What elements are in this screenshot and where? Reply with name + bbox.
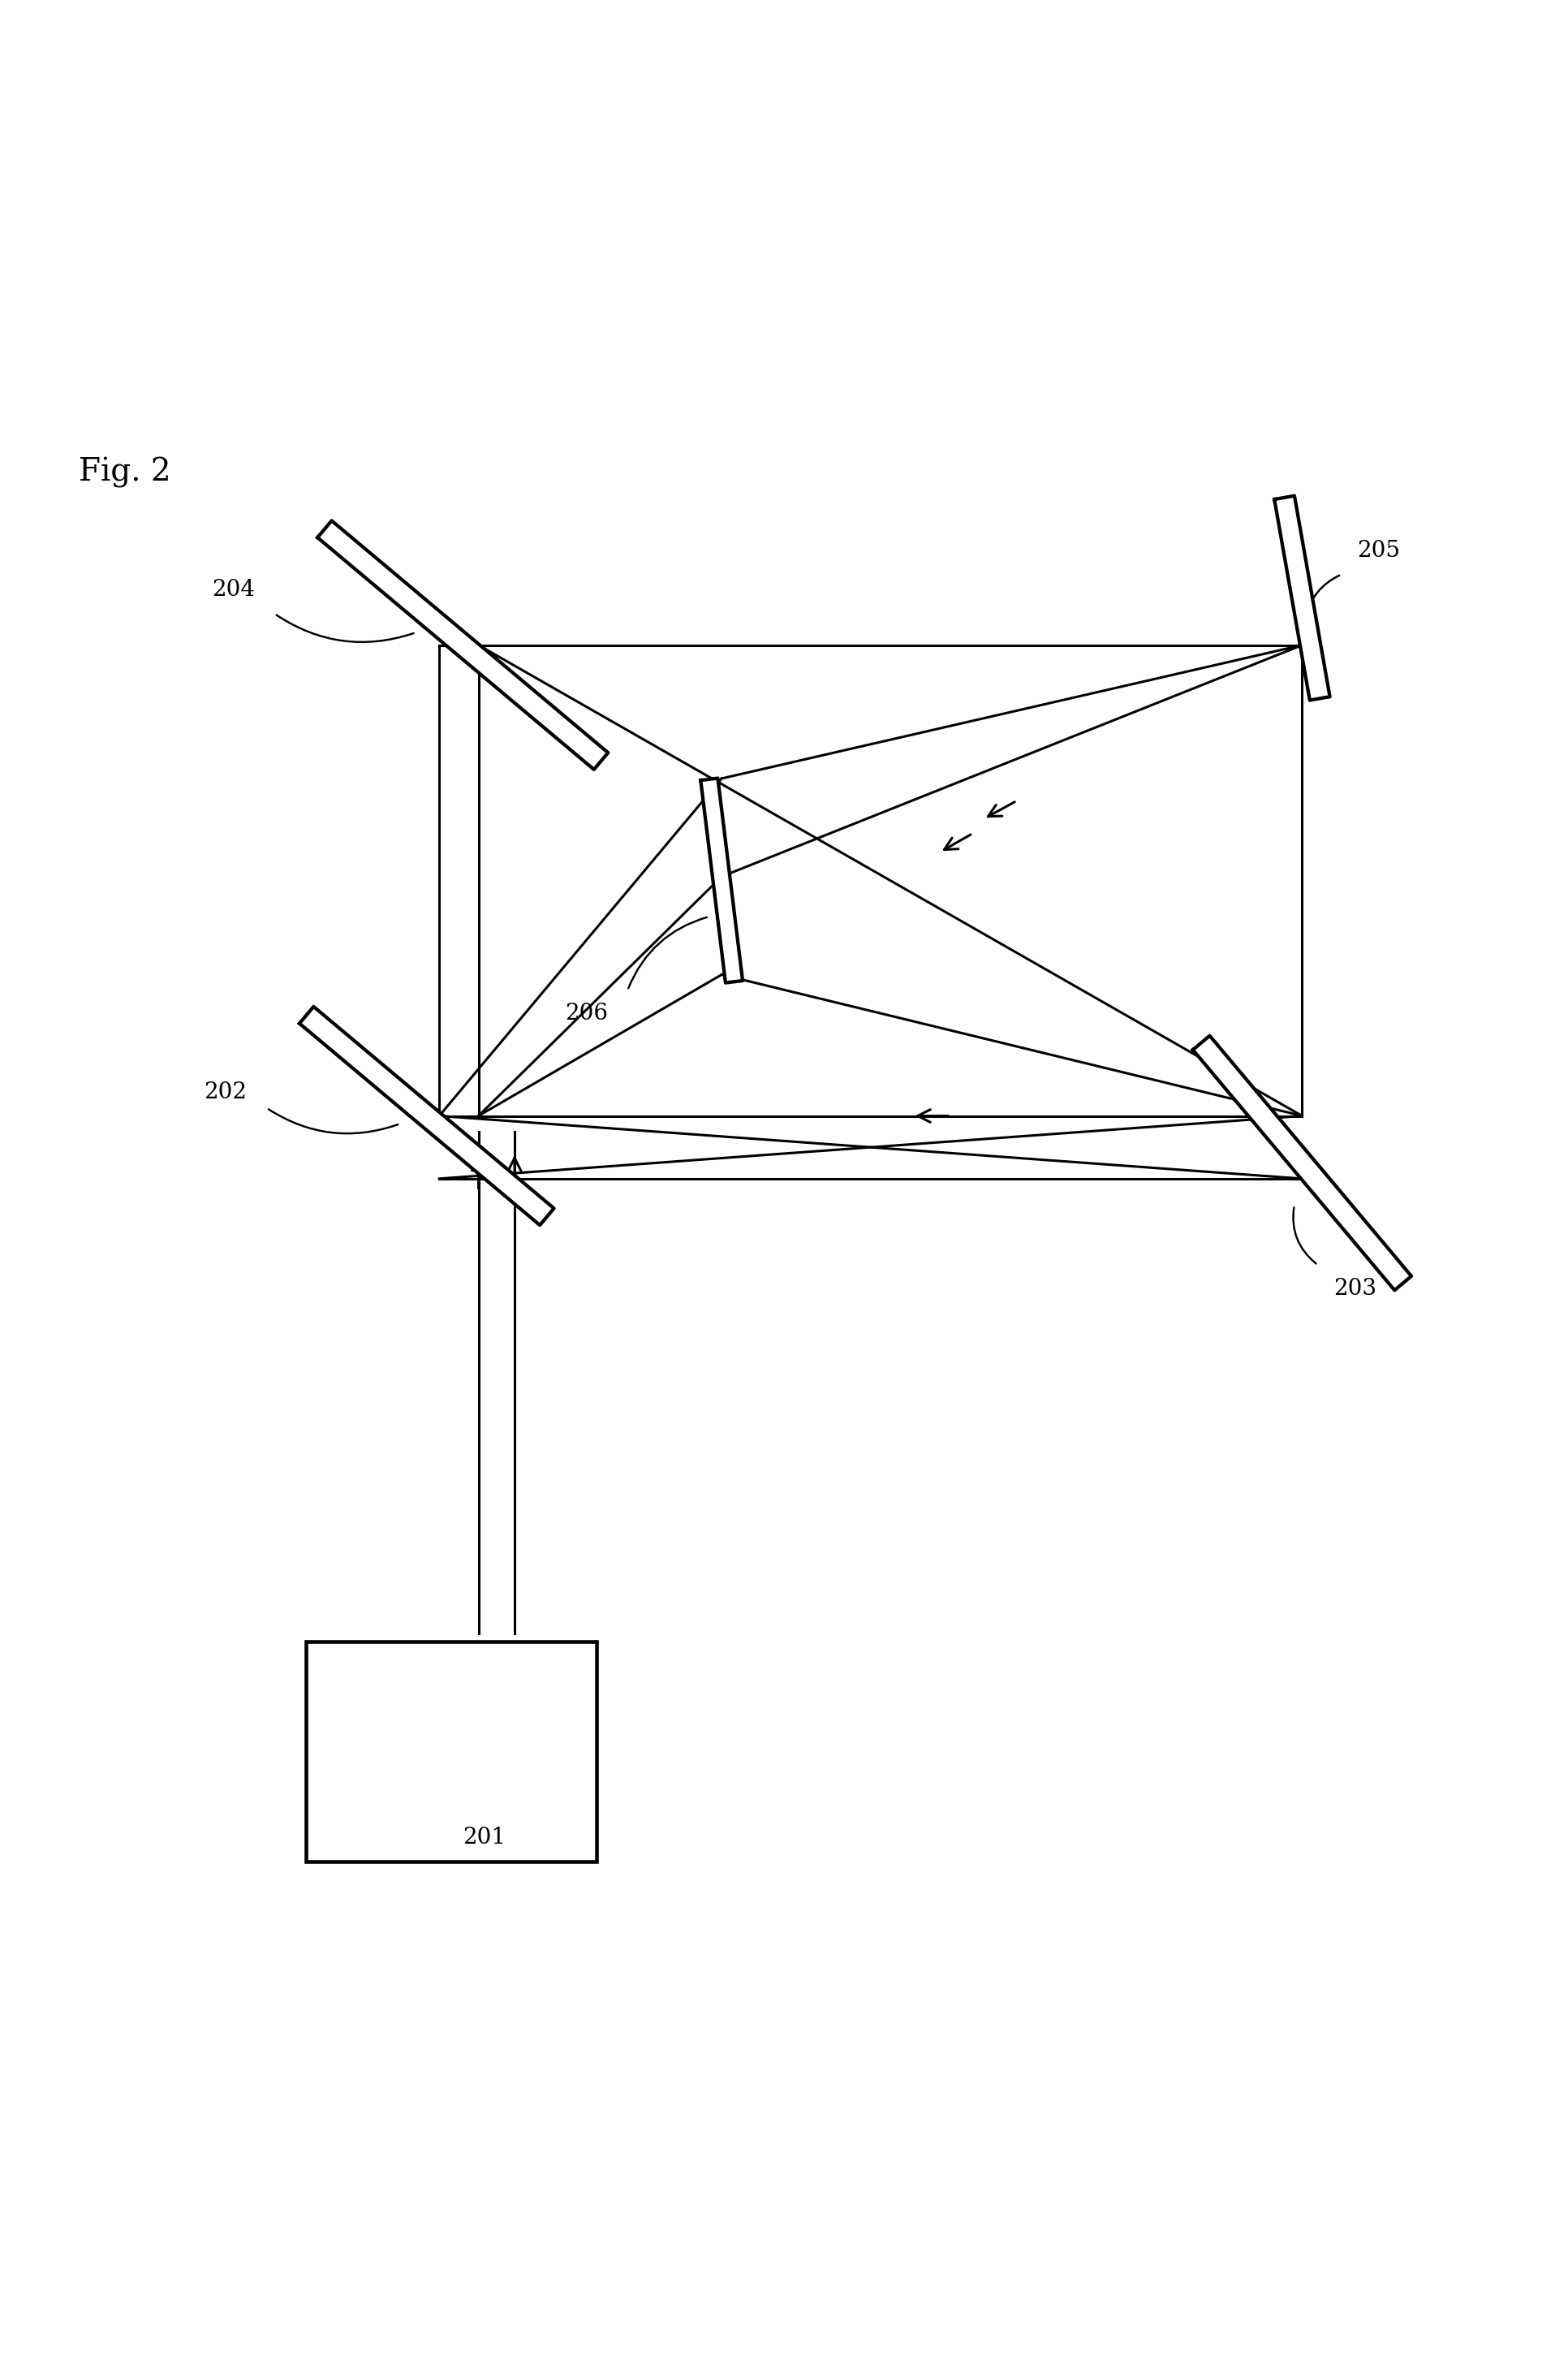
Text: 203: 203 <box>1333 1277 1375 1300</box>
Polygon shape <box>299 1006 554 1224</box>
Polygon shape <box>317 520 608 769</box>
Text: 201: 201 <box>463 1827 505 1849</box>
Text: 205: 205 <box>1356 541 1399 562</box>
Text: 202: 202 <box>204 1082 246 1103</box>
Polygon shape <box>1273 496 1330 700</box>
Text: 204: 204 <box>212 579 254 600</box>
Text: Fig. 2: Fig. 2 <box>78 456 171 486</box>
Polygon shape <box>701 778 742 982</box>
Polygon shape <box>1192 1035 1411 1291</box>
Text: 206: 206 <box>564 1004 607 1025</box>
Bar <box>306 1642 596 1860</box>
